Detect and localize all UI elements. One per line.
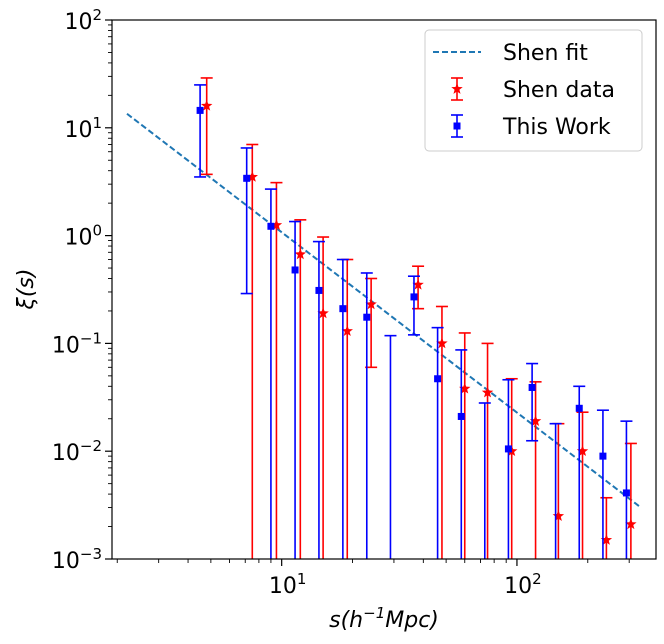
data-marker: [528, 383, 536, 391]
data-marker: [436, 337, 448, 349]
this-work-point-14: [549, 422, 562, 559]
data-marker: [270, 219, 283, 231]
legend-swatch-marker: [453, 122, 461, 130]
legend-entry-1: Shen data: [451, 77, 615, 103]
legend: Shen fit Shen data This Work: [424, 29, 643, 152]
this-work-point-4: [312, 240, 325, 559]
data-marker: [317, 307, 329, 319]
legend-label-0: Shen fit: [503, 41, 588, 66]
legend-label-1: Shen data: [503, 78, 615, 103]
data-marker: [365, 298, 377, 310]
shen-data-point-10: [481, 342, 494, 559]
data-marker: [622, 489, 630, 497]
legend-entry-0: Shen fit: [433, 41, 588, 66]
data-marker: [363, 313, 371, 321]
shen-data-point-1: [246, 143, 259, 559]
x-tick-label-1: 102: [504, 570, 542, 599]
shen-data-point-3: [294, 219, 307, 559]
this-work-point-5: [336, 258, 349, 559]
data-marker: [600, 534, 613, 545]
legend-label-2: This Work: [502, 115, 611, 140]
data-marker: [457, 412, 465, 420]
data-marker: [412, 278, 424, 290]
data-marker: [341, 325, 353, 336]
this-work-point-0: [194, 84, 207, 178]
legend-swatch-marker: [451, 83, 463, 94]
data-marker: [294, 248, 307, 260]
this-work-point-13: [526, 362, 539, 442]
data-marker: [625, 518, 637, 530]
this-work-point-1: [240, 147, 253, 295]
data-marker: [291, 266, 299, 274]
data-marker: [315, 286, 323, 294]
axes-layer: 10−3 10−2 10−1 100 101 102 101 102: [52, 6, 657, 599]
this-work-point-12: [502, 378, 515, 559]
this-work-point-2: [264, 188, 277, 559]
this-work-point-10: [455, 349, 468, 559]
y-axis-label: ξ(s): [14, 269, 39, 311]
data-marker: [599, 452, 607, 460]
x-axis-label: s(h−1Mpc): [329, 604, 439, 633]
data-marker: [267, 222, 275, 230]
shen-data-point-0: [200, 77, 213, 176]
legend-box: [424, 29, 643, 152]
data-marker: [575, 404, 583, 412]
this-work-point-15: [573, 385, 586, 559]
data-marker: [243, 174, 251, 182]
y-tick-label-3: 100: [64, 222, 102, 251]
this-work-point-16: [596, 409, 609, 559]
plot-frame: [111, 19, 657, 560]
this-work-point-7: [384, 334, 397, 559]
data-marker: [196, 106, 204, 114]
this-work-point-9: [431, 326, 444, 559]
shen-data-point-8: [435, 305, 448, 559]
data-marker: [481, 386, 494, 398]
data-marker: [434, 375, 442, 383]
y-tick-label-1: 10−2: [52, 437, 102, 466]
data-marker: [339, 305, 347, 313]
shen-data-point-4: [317, 236, 330, 559]
data-marker: [576, 445, 589, 457]
data-marker: [504, 445, 512, 453]
data-marker: [200, 99, 213, 111]
y-tick-label-5: 102: [64, 6, 102, 35]
this-work-point-8: [407, 275, 420, 336]
legend-entry-2: This Work: [451, 114, 611, 140]
y-tick-label-2: 10−1: [52, 329, 102, 358]
data-marker: [552, 510, 565, 521]
data-marker: [459, 382, 471, 394]
y-tick-label-4: 101: [64, 114, 102, 143]
y-tick-label-0: 10−3: [52, 545, 102, 574]
this-work-point-3: [289, 220, 302, 559]
data-marker: [529, 415, 542, 426]
this-work-point-6: [360, 272, 373, 559]
this-work-point-17: [620, 420, 633, 559]
x-tick-label-0: 101: [269, 570, 307, 599]
this-work-point-11: [478, 402, 491, 559]
shen-data-point-2: [270, 181, 283, 559]
data-layer: [126, 77, 640, 559]
data-marker: [410, 293, 418, 301]
shen-data-point-9: [458, 332, 471, 559]
data-marker: [246, 170, 258, 182]
